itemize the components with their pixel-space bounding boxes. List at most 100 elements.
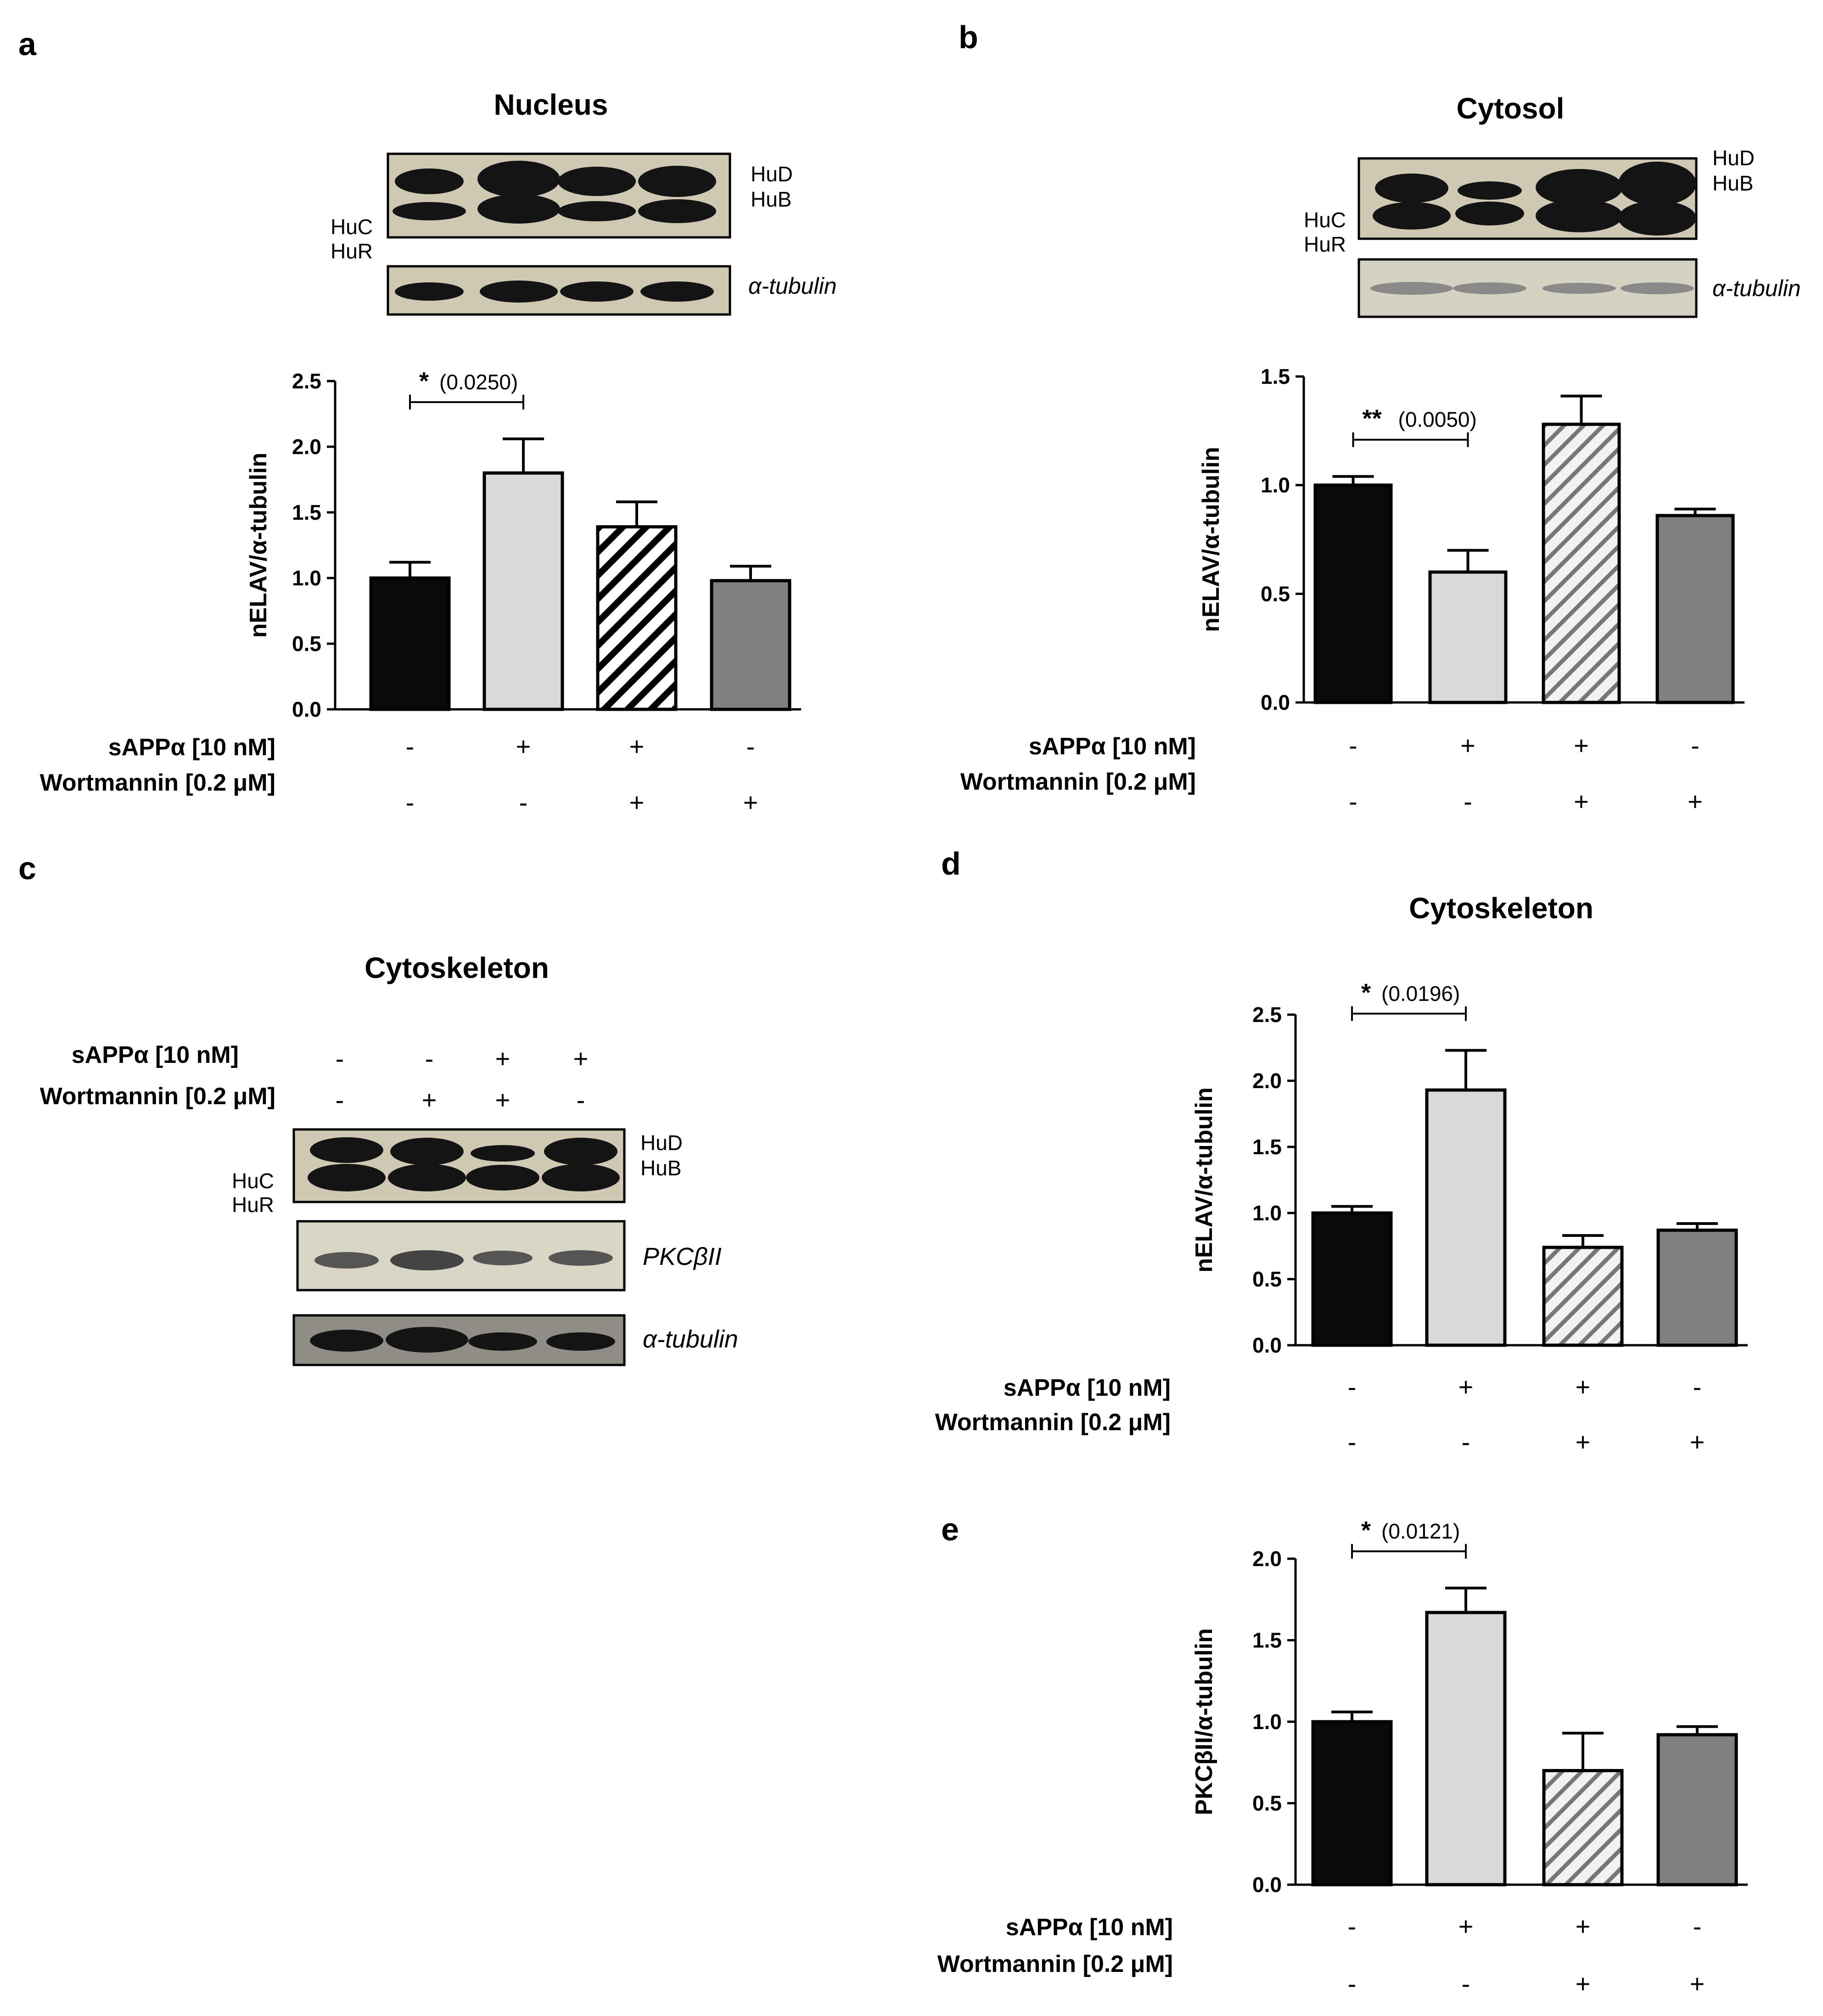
blot-b-bands bbox=[1373, 162, 1696, 236]
significance-p-value: (0.0250) bbox=[439, 370, 518, 394]
y-tick-label: 1.0 bbox=[1261, 473, 1290, 497]
y-tick-label: 1.5 bbox=[1261, 365, 1290, 388]
sapp-sign: + bbox=[1460, 731, 1475, 760]
y-tick-label: 1.5 bbox=[292, 500, 321, 524]
wortmannin-sign: + bbox=[1574, 787, 1589, 816]
sapp-sign: - bbox=[1349, 731, 1357, 760]
label-tubulin-c: α-tubulin bbox=[643, 1325, 738, 1353]
significance-p-value: (0.0196) bbox=[1381, 982, 1460, 1005]
wortmannin-sign: + bbox=[1690, 1969, 1705, 1998]
significance-stars: * bbox=[1361, 1516, 1371, 1544]
y-axis-label: PKCβII/α-tubulin bbox=[1191, 1628, 1217, 1815]
label-hub-a: HuB bbox=[751, 187, 791, 211]
wortmannin-sign: + bbox=[1576, 1427, 1591, 1456]
sapp-sign: - bbox=[1693, 1372, 1702, 1401]
wortmannin-sign: + bbox=[1688, 787, 1703, 816]
chart-nucleus: 0.0 0.5 1.0 1.5 2.0 2.5 nELAV/α-tubulin * (0.025… bbox=[40, 367, 801, 817]
sapp-sign: + bbox=[1574, 731, 1589, 760]
wortmannin-sign: + bbox=[743, 788, 758, 817]
wortmannin-sign: + bbox=[1576, 1969, 1591, 1998]
blot-c-sapp-sign: + bbox=[495, 1044, 510, 1073]
y-tick-label: 2.5 bbox=[1252, 1003, 1282, 1027]
bar bbox=[1656, 1733, 1738, 1887]
chart-pkc: 0.0 0.5 1.0 1.5 2.0 PKCβII/α-tubulin * (0.0121)… bbox=[937, 1516, 1748, 1998]
label-hur-c: HuR bbox=[232, 1193, 274, 1217]
sapp-sign: + bbox=[629, 732, 645, 761]
y-axis-label: nELAV/α-tubulin bbox=[1191, 1087, 1217, 1273]
y-tick-label: 0.5 bbox=[292, 632, 321, 656]
sapp-sign: - bbox=[406, 732, 415, 761]
y-tick-label: 0.0 bbox=[1261, 691, 1290, 714]
blot-c-wortmannin-sign: - bbox=[336, 1085, 344, 1114]
sapp-label: sAPPα [10 nM] bbox=[108, 734, 275, 761]
wortmannin-sign: - bbox=[1348, 1969, 1357, 1998]
blot-a-title: Nucleus bbox=[494, 88, 608, 121]
bar bbox=[1313, 483, 1393, 704]
significance-stars: ** bbox=[1363, 405, 1382, 432]
chart-d-title: Cytoskeleton bbox=[1409, 892, 1593, 925]
blot-cytoskeleton: Cytoskeleton sAPPα [10 nM] Wortmannin [0… bbox=[40, 951, 738, 1366]
wortmannin-sign: - bbox=[406, 788, 415, 817]
sapp-label: sAPPα [10 nM] bbox=[1004, 1375, 1171, 1401]
blot-c-wortmannin-sign: + bbox=[495, 1085, 510, 1114]
sapp-sign: - bbox=[1691, 731, 1700, 760]
label-tubulin-b: α-tubulin bbox=[1712, 275, 1801, 301]
significance-stars: * bbox=[1361, 979, 1371, 1006]
y-tick-label: 0.0 bbox=[292, 697, 321, 721]
sapp-sign: - bbox=[1693, 1912, 1702, 1941]
bar bbox=[369, 576, 451, 711]
y-tick-label: 0.0 bbox=[1252, 1333, 1282, 1357]
chart-cytosol: 0.0 0.5 1.0 1.5 nELAV/α-tubulin ** (0.0050) sAP… bbox=[960, 365, 1744, 816]
blot-nucleus: Nucleus HuD HuB HuC HuR α-tubulin bbox=[331, 88, 837, 316]
significance-p-value: (0.0121) bbox=[1381, 1519, 1460, 1543]
bar bbox=[482, 471, 564, 711]
wortmannin-sign: - bbox=[1462, 1969, 1470, 1998]
blot-c-sapp-sign: - bbox=[336, 1044, 344, 1073]
panel-letter-c: c bbox=[18, 850, 36, 886]
sapp-sign: + bbox=[1576, 1912, 1591, 1941]
wortmannin-label: Wortmannin [0.2 μM] bbox=[937, 1951, 1173, 1977]
bar bbox=[710, 579, 791, 711]
wortmannin-sign: - bbox=[519, 788, 528, 817]
blot-c-tubulin-bands bbox=[310, 1327, 615, 1353]
panel-letter-d: d bbox=[941, 846, 961, 882]
sapp-sign: - bbox=[1348, 1372, 1357, 1401]
blot-c-sapp-sign: - bbox=[425, 1044, 434, 1073]
bar bbox=[1425, 1611, 1507, 1887]
y-tick-label: 2.5 bbox=[292, 369, 321, 393]
panel-letter-e: e bbox=[941, 1511, 959, 1547]
blot-c-wort-label: Wortmannin [0.2 μM] bbox=[40, 1083, 275, 1110]
wortmannin-sign: + bbox=[629, 788, 645, 817]
bar bbox=[1542, 1246, 1624, 1347]
wortmannin-label: Wortmannin [0.2 μM] bbox=[40, 769, 275, 796]
significance-p-value: (0.0050) bbox=[1398, 408, 1477, 432]
blot-b-tubulin-bands bbox=[1370, 282, 1694, 295]
label-huc-a: HuC bbox=[331, 215, 373, 239]
blot-c-bands bbox=[308, 1137, 620, 1191]
blot-b-title: Cytosol bbox=[1457, 92, 1565, 125]
y-tick-label: 1.0 bbox=[1252, 1201, 1282, 1225]
bar bbox=[1425, 1088, 1507, 1347]
panel-letter-a: a bbox=[18, 26, 37, 62]
blot-c-treatment-signs: - - + + - + + - bbox=[336, 1044, 589, 1114]
wortmannin-label: Wortmannin [0.2 μM] bbox=[960, 769, 1196, 795]
sapp-label: sAPPα [10 nM] bbox=[1006, 1914, 1173, 1941]
blot-a-bands bbox=[393, 161, 716, 224]
sapp-sign: - bbox=[1348, 1912, 1357, 1941]
wortmannin-sign: - bbox=[1464, 787, 1472, 816]
bar bbox=[1311, 1720, 1393, 1887]
bar bbox=[1311, 1211, 1393, 1347]
label-hur-b: HuR bbox=[1304, 232, 1346, 256]
blot-a-tubulin-bands bbox=[395, 281, 714, 303]
sapp-label: sAPPα [10 nM] bbox=[1029, 733, 1196, 760]
y-tick-label: 1.0 bbox=[292, 566, 321, 590]
label-hud-a: HuD bbox=[751, 162, 793, 186]
wortmannin-sign: + bbox=[1690, 1427, 1705, 1456]
blot-c-sapp-sign: + bbox=[573, 1044, 589, 1073]
wortmannin-sign: - bbox=[1462, 1427, 1470, 1456]
label-huc-b: HuC bbox=[1304, 208, 1346, 232]
sapp-sign: + bbox=[1576, 1372, 1591, 1401]
label-hub-b: HuB bbox=[1712, 171, 1753, 195]
blot-c-wortmannin-sign: + bbox=[422, 1085, 437, 1114]
